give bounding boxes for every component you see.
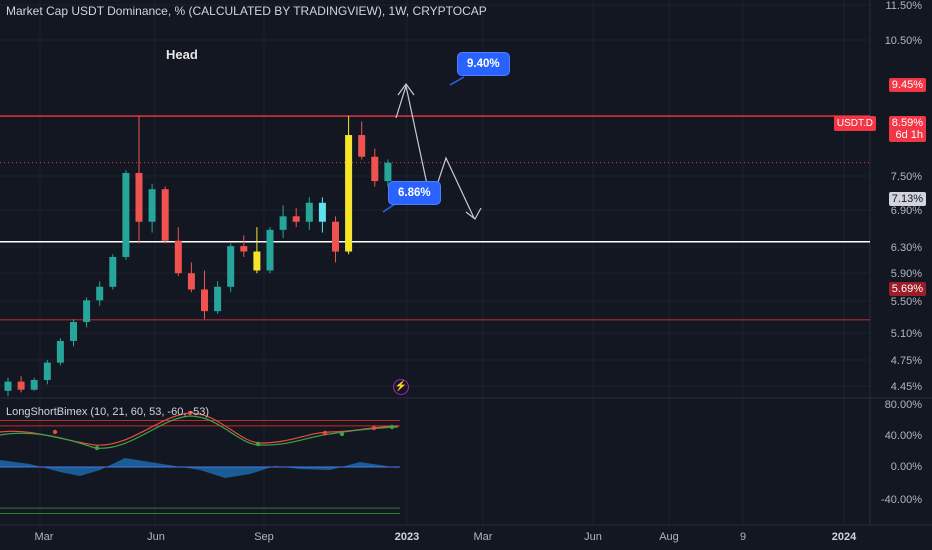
- candle-body: [187, 273, 195, 290]
- signal-dot: [52, 429, 58, 435]
- time-axis-label: Jun: [584, 531, 602, 543]
- signal-line-red: [0, 412, 399, 446]
- signal-dot: [389, 424, 395, 430]
- signal-dot: [339, 431, 345, 437]
- price-axis-label: 6.90%: [890, 205, 922, 217]
- candle-body: [227, 246, 235, 287]
- signal-dot: [94, 445, 100, 451]
- callout-pointer-top: [449, 76, 465, 86]
- signal-dot: [371, 425, 377, 431]
- candle-body: [253, 251, 261, 271]
- symbol-tag: USDT.D: [833, 116, 876, 131]
- signal-dot: [187, 410, 193, 416]
- current-price-tag: 8.59% 6d 1h: [888, 116, 926, 142]
- candle-body: [56, 340, 64, 363]
- candle-body: [109, 256, 117, 287]
- candle-body: [201, 289, 208, 312]
- candle-body: [4, 381, 12, 391]
- signal-dot: [255, 441, 261, 447]
- current-price: 8.59%: [891, 117, 923, 129]
- price-axis-label: 4.45%: [890, 381, 922, 393]
- candle-body: [148, 189, 156, 222]
- price-axis-label: 6.30%: [890, 242, 922, 254]
- indicator-axis-label: 40.00%: [884, 430, 922, 442]
- candle-body: [83, 300, 91, 322]
- support-mid-tag: 7.13%: [888, 192, 926, 206]
- candle-body: [30, 379, 38, 390]
- candle-body: [292, 216, 300, 222]
- callout-bottom[interactable]: 6.86%: [389, 182, 440, 204]
- candle-body: [345, 135, 353, 252]
- candle-body: [384, 162, 392, 182]
- time-axis-label: Mar: [473, 531, 493, 543]
- candle-body: [279, 216, 287, 230]
- candle-body: [240, 246, 248, 252]
- candle-body: [174, 240, 182, 274]
- histogram-area: [0, 458, 398, 478]
- candle-body: [161, 189, 169, 241]
- candle-body: [358, 135, 366, 157]
- price-axis-label: 11.50%: [885, 0, 923, 12]
- candle-body: [70, 321, 77, 341]
- lightning-icon[interactable]: ⚡: [393, 379, 409, 395]
- signal-line-green: [0, 415, 399, 449]
- callout-top[interactable]: 9.40%: [458, 53, 509, 75]
- resistance-price-tag: 9.45%: [888, 78, 926, 92]
- indicator-axis-label: 0.00%: [890, 461, 922, 473]
- time-axis-label: Sep: [254, 531, 274, 543]
- indicator-axis-label: 80.00%: [884, 399, 922, 411]
- time-axis-label: Mar: [34, 531, 54, 543]
- time-axis-label: 2023: [394, 531, 420, 543]
- signal-dot: [322, 430, 328, 436]
- time-axis-label: 9: [739, 531, 747, 543]
- chart-title: Market Cap USDT Dominance, % (CALCULATED…: [6, 4, 487, 18]
- candle-body: [214, 286, 222, 312]
- candle-body: [135, 172, 143, 222]
- candle-body: [332, 221, 339, 252]
- level-lines: [0, 115, 870, 321]
- candles: [4, 116, 392, 397]
- indicator-label: LongShortBimex (10, 21, 60, 53, -60, -53…: [6, 406, 210, 418]
- arrowhead-up: [397, 82, 415, 96]
- price-axis-label: 5.90%: [890, 268, 922, 280]
- time-axis-label: Aug: [659, 531, 679, 543]
- arrowhead-down: [465, 207, 482, 220]
- candle-body: [318, 202, 326, 222]
- indicator-axis-label: -40.00%: [881, 494, 922, 506]
- indicator-pane: [0, 410, 400, 514]
- support-low-tag: 5.69%: [888, 282, 926, 296]
- bar-countdown: 6d 1h: [895, 129, 923, 141]
- price-axis-label: 10.50%: [884, 35, 922, 47]
- price-axis-label: 5.50%: [890, 296, 922, 308]
- time-axis-label: 2024: [831, 531, 857, 543]
- price-axis-label: 4.75%: [890, 355, 922, 367]
- price-axis-label: 7.50%: [890, 171, 922, 183]
- candle-body: [96, 286, 104, 301]
- price-axis-label: 5.10%: [890, 328, 922, 340]
- candle-body: [17, 381, 25, 390]
- head-annotation: Head: [166, 47, 198, 62]
- grid: [0, 0, 932, 526]
- time-axis-label: Jun: [147, 531, 165, 543]
- candle-body: [371, 156, 379, 182]
- candle-body: [43, 362, 51, 380]
- candle-body: [122, 172, 130, 257]
- candle-body: [305, 202, 313, 222]
- candle-body: [266, 229, 274, 271]
